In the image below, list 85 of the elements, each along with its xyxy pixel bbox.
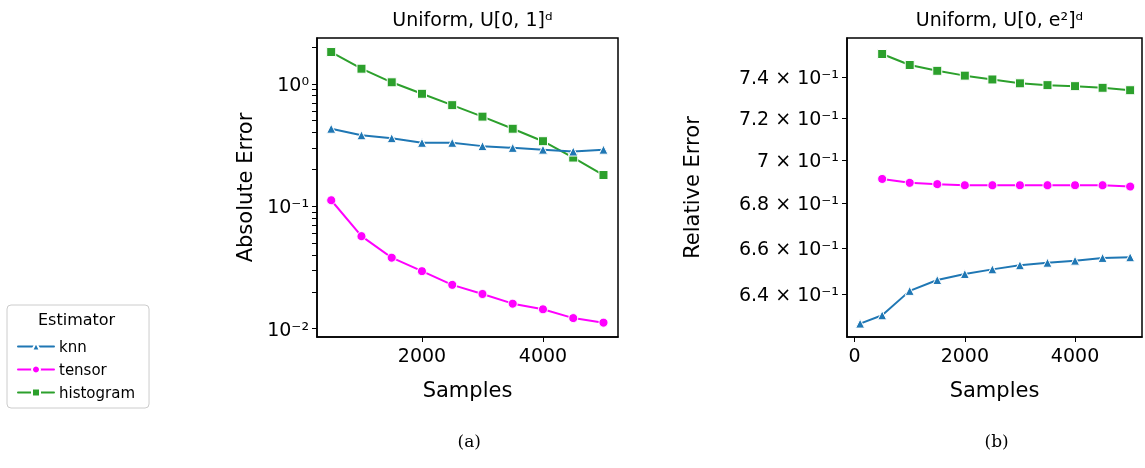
point (904, 59, 915, 70)
point (1125, 252, 1136, 263)
y-tick-label: 6.8 × 10⁻¹ (738, 192, 839, 215)
x-tick-label: 4000 (518, 343, 568, 366)
y-axis-title: Absolute Error (232, 112, 257, 263)
x-tick-label: 0 (848, 343, 861, 366)
y-tick-label: 7.4 × 10⁻¹ (738, 66, 839, 89)
x-axis-title: Samples (422, 377, 513, 402)
point (447, 279, 458, 290)
point (932, 65, 943, 76)
point (987, 264, 998, 275)
point (1014, 260, 1025, 271)
point (959, 268, 970, 279)
point (1042, 80, 1053, 91)
point (416, 137, 427, 148)
point (598, 317, 609, 328)
point (932, 274, 943, 285)
legend-label: tensor (59, 360, 108, 379)
point (1042, 257, 1053, 268)
point (987, 180, 998, 191)
point (1125, 85, 1136, 96)
point (326, 195, 337, 206)
legend-title: Estimator (38, 309, 116, 329)
point (877, 173, 888, 184)
point (987, 74, 998, 85)
x-tick-label: 2000 (940, 343, 989, 366)
legend-label: knn (59, 337, 87, 356)
point (386, 77, 397, 88)
point (1097, 82, 1108, 93)
point (386, 133, 397, 144)
point (1014, 78, 1025, 89)
x-tick-label: 4000 (1050, 343, 1100, 366)
point (537, 136, 548, 147)
y-tick-label: 7.2 × 10⁻¹ (738, 106, 839, 129)
point (537, 144, 548, 155)
point (386, 252, 397, 263)
point (537, 304, 548, 315)
point (959, 180, 970, 191)
point (855, 318, 866, 329)
x-tick-label: 2000 (397, 343, 447, 366)
y-tick-label: 10⁰ (277, 72, 309, 95)
x-axis-title: Samples (949, 377, 1040, 402)
y-tick-label: 6.4 × 10⁻¹ (738, 282, 839, 305)
y-tick-label: 10⁻¹ (267, 195, 309, 218)
y-tick-label: 10⁻² (267, 317, 309, 340)
point (507, 142, 518, 153)
point (1042, 180, 1053, 191)
point (1070, 255, 1081, 266)
point (447, 137, 458, 148)
text: (b) (984, 430, 1009, 451)
y-axis-title: Relative Error (679, 115, 704, 259)
point (1097, 180, 1108, 191)
point (326, 123, 337, 134)
point (507, 298, 518, 309)
y-tick-label: 6.6 × 10⁻¹ (738, 236, 839, 259)
point (904, 177, 915, 188)
point (477, 289, 488, 299)
chart-title: Uniform, U[0, e²]ᵈ (915, 7, 1084, 30)
point (568, 146, 579, 157)
point (568, 313, 579, 324)
point (904, 285, 915, 296)
point (932, 179, 943, 190)
point (1125, 181, 1136, 192)
point (507, 123, 518, 134)
point (1014, 180, 1025, 191)
point (477, 141, 488, 152)
chart-title: Uniform, U[0, 1]ᵈ (392, 7, 553, 30)
point (416, 88, 427, 99)
point (959, 70, 970, 81)
text: (a) (457, 430, 481, 451)
point (877, 310, 888, 321)
point (1070, 180, 1081, 191)
point (1097, 252, 1108, 263)
y-tick-label: 7 × 10⁻¹ (757, 149, 839, 172)
point (1070, 81, 1081, 92)
legend-label: histogram (59, 383, 136, 402)
point (477, 111, 488, 122)
point (598, 144, 609, 155)
point (877, 49, 888, 60)
point (326, 47, 337, 58)
point (416, 266, 427, 277)
point (356, 231, 367, 242)
point (447, 100, 458, 111)
point (356, 63, 367, 74)
point (356, 130, 367, 141)
